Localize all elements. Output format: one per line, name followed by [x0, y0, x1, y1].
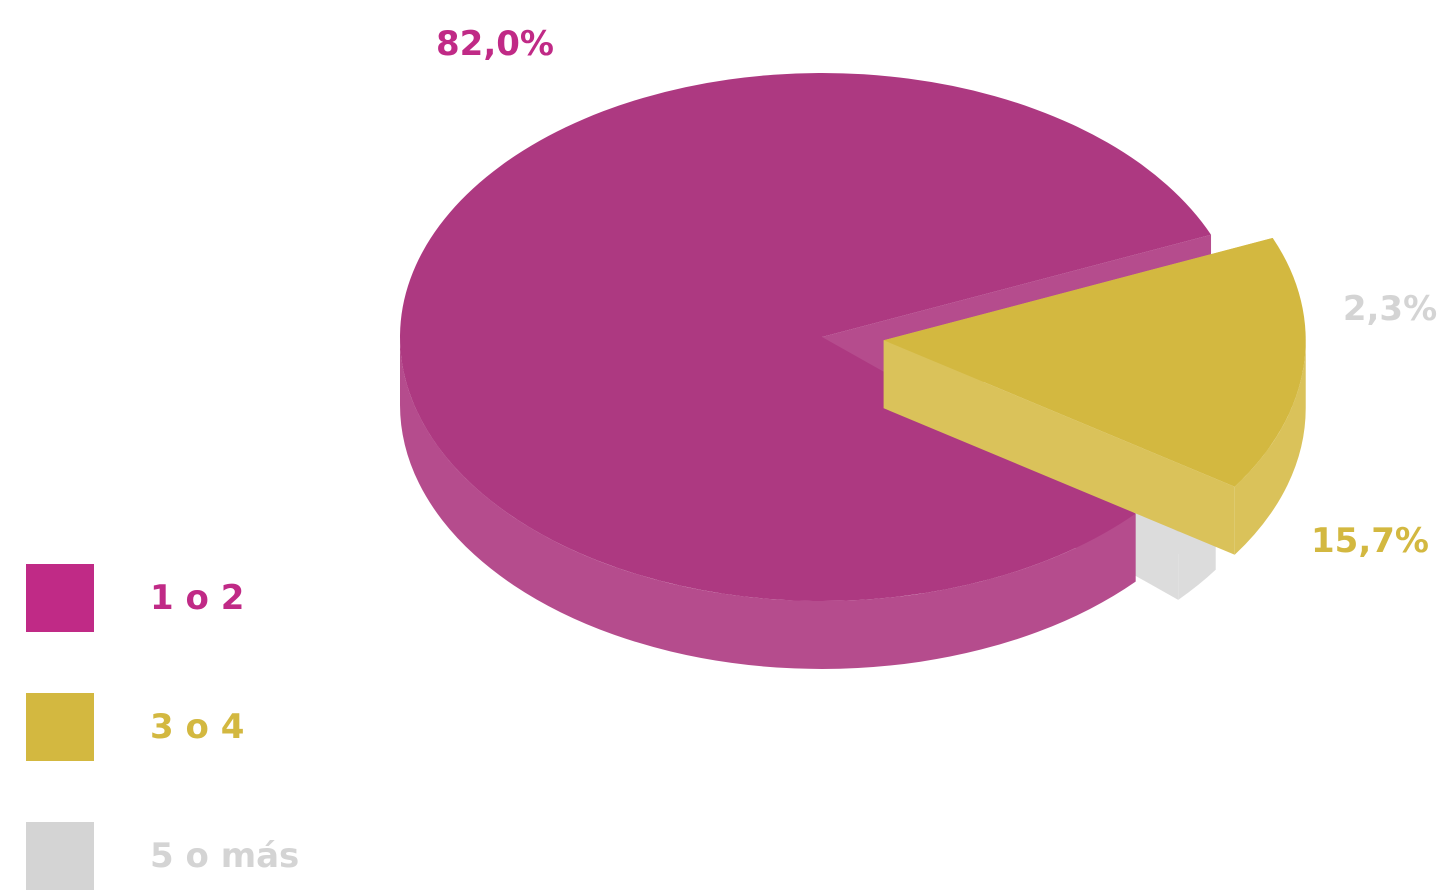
data-labels: 82,0% 15,7% 2,3%: [436, 24, 1437, 561]
legend-label-1-o-2: 1 o 2: [150, 578, 245, 618]
legend-label-5-o-mas: 5 o más: [150, 836, 300, 876]
pie-slice-side: [1234, 340, 1306, 555]
legend-swatch-3-o-4: [26, 693, 94, 761]
data-label-3-o-4: 15,7%: [1311, 521, 1429, 561]
data-label-1-o-2: 82,0%: [436, 24, 554, 64]
pie-slice-top: [883, 237, 1306, 487]
pie-slice-3-o-4: [883, 237, 1306, 555]
pie-slice-top: [399, 73, 1212, 601]
pie-slice-wall: [883, 340, 1235, 555]
pie-slice-side: [400, 337, 1136, 669]
legend-item-3-o-4: 3 o 4: [26, 693, 346, 761]
pie-slices: [399, 73, 1306, 669]
legend-swatch-5-o-mas: [26, 822, 94, 890]
legend-swatch-1-o-2: [26, 564, 94, 632]
data-label-5-o-mas: 2,3%: [1343, 289, 1437, 329]
legend-item-1-o-2: 1 o 2: [26, 564, 346, 632]
legend-item-5-o-mas: 5 o más: [26, 822, 346, 890]
legend-label-3-o-4: 3 o 4: [150, 707, 245, 747]
